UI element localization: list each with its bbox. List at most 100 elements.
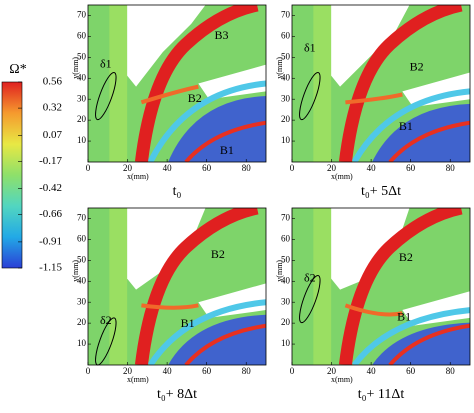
solid-region (198, 64, 266, 100)
annotation: B2 (211, 247, 225, 261)
annotation: δ1 (100, 56, 112, 70)
solid-region (402, 72, 470, 108)
colorbar (1, 81, 23, 269)
colorbar-tick-label: -0.42 (39, 182, 62, 194)
red-arc (388, 323, 470, 365)
red-band (134, 208, 259, 365)
colorbar-tick-label: 0.32 (43, 102, 62, 114)
y-tick-label: 10 (77, 338, 87, 348)
y-tick-label: 20 (77, 317, 87, 327)
plot-frame (291, 207, 471, 366)
x-tick-label: 60 (406, 163, 416, 173)
solid-region (198, 283, 266, 318)
annotation: δ2 (100, 313, 112, 327)
x-axis-label: x(mm) (127, 375, 149, 384)
red-band (338, 208, 463, 365)
delta-ellipse (95, 71, 117, 121)
contour-field (88, 5, 266, 162)
wall-strip (313, 5, 332, 162)
y-tick-label: 40 (281, 275, 291, 285)
y-tick-label: 40 (77, 275, 87, 285)
plot-frame (291, 4, 471, 163)
annotation: δ2 (304, 270, 316, 284)
colorbar-tick-label: -0.66 (39, 208, 62, 220)
y-tick-label: 60 (77, 233, 87, 243)
y-tick-label: 50 (281, 254, 291, 264)
wall-strip (313, 208, 332, 365)
x-tick-label: 0 (290, 163, 295, 173)
x-tick-label: 20 (327, 366, 337, 376)
panel-caption: t₀ (173, 184, 182, 199)
annotation: B2 (399, 250, 413, 264)
y-tick-label: 60 (77, 30, 87, 40)
y-tick-label: 60 (281, 30, 291, 40)
cyan-band (351, 307, 470, 365)
colorbar-label: Ω* (9, 62, 26, 77)
y-tick-label: 30 (77, 296, 87, 306)
solid-region (331, 208, 410, 290)
x-tick-label: 20 (327, 163, 337, 173)
y-tick-label: 30 (281, 296, 291, 306)
red-arc (388, 120, 470, 162)
delta-ellipse (299, 71, 321, 121)
x-tick-label: 0 (86, 366, 91, 376)
x-tick-label: 40 (163, 366, 173, 376)
cyan-band (147, 80, 266, 162)
plot-frame (87, 207, 267, 366)
x-axis-label: x(mm) (127, 172, 149, 181)
y-tick-label: 20 (77, 114, 87, 124)
annotation: B3 (214, 28, 228, 42)
annotation: B1 (397, 310, 411, 324)
red-band (344, 303, 403, 317)
y-tick-label: 40 (77, 72, 87, 82)
y-tick-label: 70 (281, 10, 291, 20)
y-tick-label: 10 (281, 135, 291, 145)
wall-strip (109, 5, 128, 162)
colorbar-tick-label: -1.15 (39, 262, 62, 274)
x-tick-label: 80 (242, 366, 252, 376)
y-axis-label: y(mm) (275, 260, 284, 282)
x-tick-label: 20 (123, 366, 133, 376)
red-band (345, 92, 403, 105)
x-axis-label: x(mm) (331, 172, 353, 181)
annotation: B2 (188, 91, 202, 105)
annotation: B1 (399, 119, 413, 133)
cyan-band (147, 299, 266, 365)
x-tick-label: 80 (446, 163, 456, 173)
y-tick-label: 70 (281, 213, 291, 223)
annotation: B2 (410, 60, 424, 74)
y-axis-label: y(mm) (275, 57, 284, 79)
x-axis-label: x(mm) (331, 375, 353, 384)
solid-region (127, 5, 206, 87)
y-tick-label: 20 (281, 317, 291, 327)
colorbar-tick-label: -0.17 (39, 155, 62, 167)
red-band (141, 303, 199, 310)
y-tick-label: 70 (77, 10, 87, 20)
x-tick-label: 80 (242, 163, 252, 173)
blue-region (372, 322, 470, 365)
x-tick-label: 40 (163, 163, 173, 173)
y-tick-label: 30 (77, 93, 87, 103)
annotation: B1 (181, 316, 195, 330)
red-band (140, 84, 199, 105)
contour-field (88, 208, 266, 365)
y-tick-label: 50 (281, 51, 291, 61)
x-tick-label: 40 (367, 163, 377, 173)
y-tick-label: 50 (77, 51, 87, 61)
x-tick-label: 40 (367, 366, 377, 376)
y-axis-label: y(mm) (71, 57, 80, 79)
solid-region (331, 5, 410, 87)
x-tick-label: 0 (290, 366, 295, 376)
x-tick-label: 20 (123, 163, 133, 173)
contour-field (292, 5, 470, 162)
y-tick-label: 30 (281, 93, 291, 103)
plot-frame (87, 4, 267, 163)
cyan-band (351, 88, 470, 162)
x-tick-label: 0 (86, 163, 91, 173)
x-tick-label: 60 (202, 163, 212, 173)
y-tick-label: 70 (77, 213, 87, 223)
solid-region (402, 291, 470, 326)
panel-caption: t₀+ 5Δt (361, 184, 401, 199)
x-tick-label: 80 (446, 366, 456, 376)
y-axis-label: y(mm) (71, 260, 80, 282)
